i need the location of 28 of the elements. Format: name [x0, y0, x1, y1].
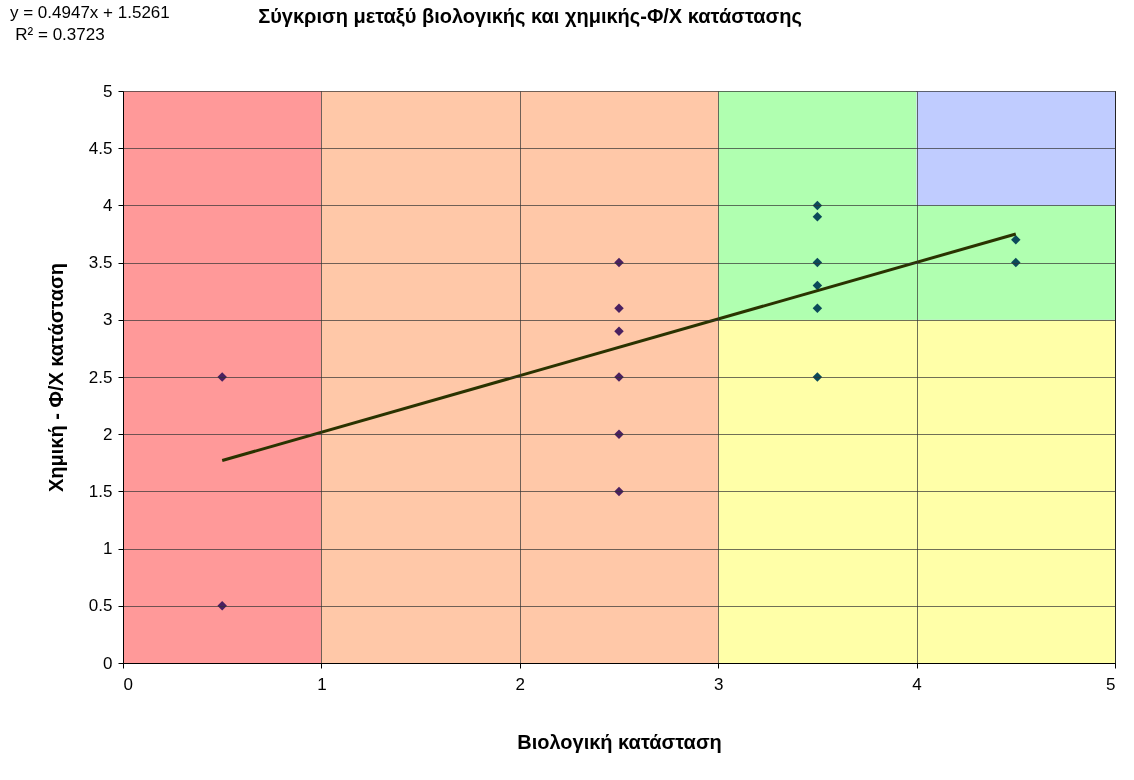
y-tick-label: 4.5 [88, 138, 113, 158]
text: y = 0.4947x + 1.5261 [10, 3, 170, 22]
y-tick-label: 1 [103, 539, 113, 559]
y-tick-label: 0.5 [88, 596, 113, 616]
y-tick-label: 3 [103, 310, 113, 330]
y-axis-title: Χημική - Φ/Χ κατάσταση [44, 262, 67, 493]
x-tick-label: 5 [1106, 674, 1116, 694]
y-tick-label: 3.5 [88, 253, 113, 273]
y-tick-label: 5 [103, 81, 113, 101]
x-tick-label: 3 [713, 674, 724, 694]
point [614, 303, 624, 314]
point [812, 212, 823, 222]
y-tick-label: 4 [103, 195, 113, 215]
y-tick-label: 1.5 [88, 481, 113, 501]
point [812, 372, 823, 382]
y-tick-label: 2 [103, 424, 113, 444]
x-tick-label: 1 [317, 674, 327, 694]
text: R² = 0.3723 [15, 25, 105, 44]
chart-title: Σύγκριση μεταξύ βιολογικής και χημικής-Φ/Χ κατάστασης [258, 5, 802, 27]
point [812, 303, 823, 314]
x-axis-title: Βιολογική κατάσταση [517, 730, 722, 753]
x-tick-label: 0 [123, 674, 133, 694]
y-tick-label: 2.5 [88, 367, 113, 387]
y-tick-label: 0 [103, 653, 113, 673]
x-tick-label: 2 [515, 674, 526, 694]
x-tick-label: 4 [912, 674, 922, 694]
point [1011, 234, 1021, 245]
point [614, 257, 624, 268]
